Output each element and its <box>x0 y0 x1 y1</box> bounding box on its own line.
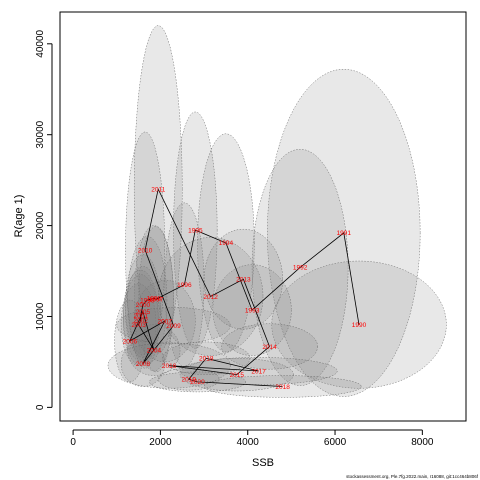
year-label-1999: 1999 <box>140 297 155 304</box>
x-tick-label: 8000 <box>411 437 434 448</box>
year-label-1994: 1994 <box>219 240 234 247</box>
year-label-2001: 2001 <box>134 313 149 320</box>
y-axis: 0 10000 20000 30000 40000 <box>35 29 53 410</box>
year-label-2004: 2004 <box>147 347 162 354</box>
year-label-2007: 2007 <box>158 318 173 325</box>
year-label-2000: 2000 <box>136 302 151 309</box>
year-label-1993: 1993 <box>245 307 260 314</box>
confidence-ellipse-31 <box>203 375 362 398</box>
y-tick-label: 20000 <box>35 211 46 239</box>
year-label-1998: 1998 <box>147 296 162 303</box>
year-label-2013: 2013 <box>236 277 251 284</box>
year-label-1992: 1992 <box>293 265 308 272</box>
confidence-ellipses <box>107 25 447 398</box>
year-label-2003: 2003 <box>131 322 146 329</box>
year-label-2011: 2011 <box>151 187 165 194</box>
x-tick-label: 6000 <box>324 437 347 448</box>
year-label-2009: 2009 <box>166 323 181 330</box>
year-label-2017: 2017 <box>251 368 266 375</box>
year-label-2012: 2012 <box>203 294 218 301</box>
y-axis-title: R(age 1) <box>13 195 25 238</box>
year-label-2018: 2018 <box>275 384 290 391</box>
year-label-2014: 2014 <box>262 344 277 351</box>
x-axis-title: SSB <box>252 457 274 469</box>
plot-frame <box>59 11 467 422</box>
year-label-2006: 2006 <box>123 338 138 345</box>
caption: stockassessment.org, Ple.7fg.2022.main, … <box>346 474 479 479</box>
year-label-1997: 1997 <box>149 297 164 304</box>
year-label-2008: 2008 <box>136 361 151 368</box>
y-tick-label: 40000 <box>35 29 46 57</box>
x-axis: 0 2000 4000 6000 8000 <box>70 429 434 448</box>
year-label-2020: 2020 <box>190 379 205 386</box>
x-tick-label: 4000 <box>237 437 260 448</box>
year-label-2002: 2002 <box>134 317 149 324</box>
year-label-1991: 1991 <box>337 230 352 237</box>
year-label-1996: 1996 <box>177 282 192 289</box>
y-tick-label: 10000 <box>35 302 46 330</box>
x-tick-label: 2000 <box>149 437 172 448</box>
y-tick-label: 30000 <box>35 120 46 148</box>
y-tick-label: 0 <box>35 404 46 410</box>
year-label-1995: 1995 <box>188 227 203 234</box>
year-label-2016: 2016 <box>162 363 177 370</box>
year-label-2015: 2015 <box>230 372 245 379</box>
trajectory-lines <box>128 187 360 387</box>
year-labels: 1990 1991 1992 1993 1994 1995 1996 199719981999… <box>123 187 367 391</box>
year-label-1990: 1990 <box>352 322 367 329</box>
trajectory-line <box>128 187 360 387</box>
x-tick-label: 0 <box>70 437 76 448</box>
year-label-2005: 2005 <box>136 309 151 316</box>
year-label-2018: 2018 <box>199 356 214 363</box>
year-label-2019: 2019 <box>182 376 197 383</box>
year-label-2010: 2010 <box>138 247 153 254</box>
